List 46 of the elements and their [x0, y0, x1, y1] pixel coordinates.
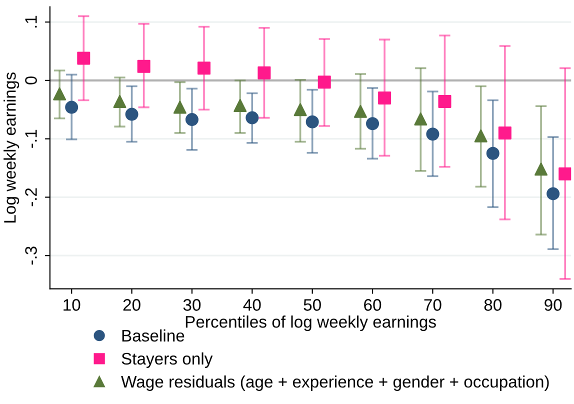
x-tick-label: 50 [304, 299, 321, 311]
point [474, 129, 488, 142]
point [546, 187, 560, 200]
point [414, 112, 428, 126]
point [498, 126, 512, 140]
y-tick-label: -.1 [25, 130, 37, 148]
point [378, 91, 392, 104]
legend-label: Baseline [122, 329, 184, 342]
x-tick-label: 80 [484, 299, 502, 311]
y-tick-label: .1 [25, 16, 37, 28]
point [438, 94, 452, 108]
x-axis-title: Percentiles of log weekly earnings [186, 316, 436, 332]
x-tick-label: 10 [64, 299, 80, 311]
point [354, 104, 367, 118]
x-tick-label: 40 [243, 299, 261, 311]
point [77, 52, 90, 65]
point [294, 103, 307, 116]
x-tick-label: 90 [544, 299, 562, 311]
point [534, 162, 548, 176]
point [198, 62, 211, 75]
point [185, 113, 198, 126]
y-tick-label: 0 [25, 76, 37, 84]
y-tick-label: -.3 [25, 246, 37, 265]
x-tick-label: 60 [364, 299, 382, 311]
point [125, 108, 138, 121]
point [173, 100, 186, 114]
legend-label: Wage residuals (age + experience + gender + occupation) [121, 375, 549, 391]
point [137, 60, 150, 73]
point [113, 94, 126, 108]
point [246, 111, 259, 124]
x-tick-label: 20 [123, 299, 140, 311]
point [258, 66, 271, 80]
point [306, 115, 319, 128]
point [558, 167, 572, 180]
y-tick-label: -.2 [25, 188, 37, 206]
x-tick-label: 30 [183, 299, 201, 311]
legend-label: Stayers only [122, 352, 213, 368]
y-axis-title: Log weekly earnings [4, 72, 20, 222]
point [486, 146, 500, 160]
point [318, 76, 331, 89]
x-tick-label: 70 [424, 299, 442, 311]
point [53, 87, 66, 100]
point [366, 117, 380, 130]
point [65, 100, 78, 114]
point [426, 128, 440, 141]
point [234, 99, 247, 112]
